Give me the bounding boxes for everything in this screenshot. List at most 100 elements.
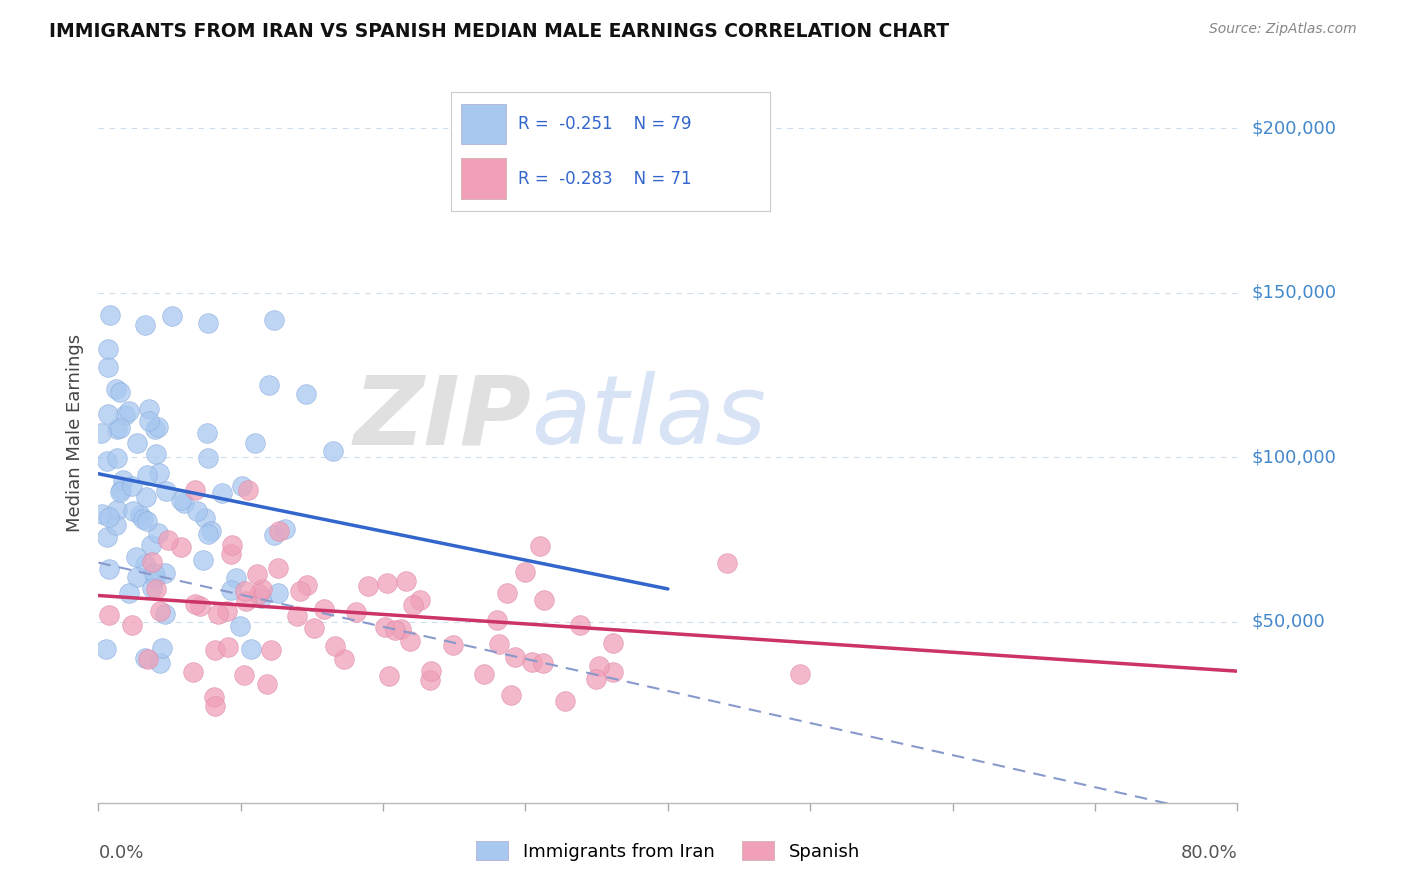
Point xyxy=(136,651,159,665)
Point xyxy=(184,597,207,611)
Point xyxy=(111,473,134,487)
Point xyxy=(118,585,141,599)
Point xyxy=(197,316,219,330)
Point xyxy=(195,425,218,440)
Point xyxy=(325,639,347,653)
Point xyxy=(225,571,247,585)
Point xyxy=(138,414,160,428)
Point xyxy=(267,586,290,600)
Point xyxy=(219,582,242,597)
Point xyxy=(378,669,401,683)
Point xyxy=(239,642,262,657)
Point xyxy=(402,599,425,613)
Point xyxy=(121,479,143,493)
Text: atlas: atlas xyxy=(531,371,766,465)
Point xyxy=(488,637,510,651)
Point xyxy=(588,659,610,673)
Point xyxy=(219,547,242,561)
Point xyxy=(105,451,128,466)
Point xyxy=(134,318,156,332)
Text: ZIP: ZIP xyxy=(353,371,531,465)
Point xyxy=(104,518,127,533)
Point xyxy=(263,312,285,326)
Point xyxy=(156,533,179,547)
Point xyxy=(143,422,166,436)
Point xyxy=(554,694,576,708)
Point xyxy=(260,643,283,657)
Point xyxy=(533,592,555,607)
Point xyxy=(98,309,121,323)
Point xyxy=(132,512,155,526)
Point xyxy=(136,514,159,528)
Point xyxy=(118,404,141,418)
Point xyxy=(217,640,239,654)
Legend: Immigrants from Iran, Spanish: Immigrants from Iran, Spanish xyxy=(468,834,868,868)
Point xyxy=(344,606,367,620)
Text: Source: ZipAtlas.com: Source: ZipAtlas.com xyxy=(1209,22,1357,37)
Point xyxy=(441,639,464,653)
Point xyxy=(789,667,811,681)
Point xyxy=(211,486,233,500)
Point xyxy=(114,408,136,422)
Point xyxy=(389,622,412,636)
Point xyxy=(186,504,208,518)
Point xyxy=(419,673,441,688)
Point xyxy=(105,382,128,396)
Point xyxy=(141,555,163,569)
Point xyxy=(495,586,517,600)
Point xyxy=(221,538,243,552)
Point xyxy=(96,453,118,467)
Point xyxy=(246,566,269,581)
Text: $150,000: $150,000 xyxy=(1251,284,1336,301)
Point xyxy=(96,530,118,544)
Point xyxy=(602,636,624,650)
Point xyxy=(170,492,193,507)
Point xyxy=(96,342,118,356)
Point xyxy=(122,503,145,517)
Point xyxy=(127,570,149,584)
Point xyxy=(375,575,398,590)
Point xyxy=(91,507,114,521)
Point xyxy=(110,483,132,498)
Point xyxy=(529,539,551,553)
Point xyxy=(134,650,156,665)
Point xyxy=(602,665,624,680)
Point xyxy=(295,577,318,591)
Point xyxy=(243,436,266,450)
Point xyxy=(141,582,163,596)
Point xyxy=(181,665,204,679)
Point xyxy=(247,587,270,601)
Point xyxy=(145,582,167,596)
Point xyxy=(569,618,592,632)
Point xyxy=(188,599,211,613)
Y-axis label: Median Male Earnings: Median Male Earnings xyxy=(66,334,84,532)
Point xyxy=(108,484,131,499)
Text: $100,000: $100,000 xyxy=(1251,449,1336,467)
Text: 80.0%: 80.0% xyxy=(1181,844,1237,862)
Point xyxy=(90,425,112,440)
Point xyxy=(585,672,607,686)
Point xyxy=(197,527,219,541)
Point xyxy=(395,574,418,589)
Point xyxy=(499,688,522,702)
Point xyxy=(135,468,157,483)
Point xyxy=(127,436,149,450)
Point xyxy=(486,614,509,628)
Point xyxy=(294,387,316,401)
Point xyxy=(153,566,176,580)
Point xyxy=(357,579,380,593)
Point xyxy=(231,479,253,493)
Point xyxy=(302,621,325,635)
Point xyxy=(146,419,169,434)
Point xyxy=(148,466,170,480)
Point xyxy=(173,496,195,510)
Point xyxy=(285,609,308,624)
Point xyxy=(269,524,291,539)
Point xyxy=(194,511,217,525)
Point xyxy=(148,657,170,671)
Point xyxy=(716,556,738,570)
Point xyxy=(409,592,432,607)
Point xyxy=(472,667,495,681)
Point xyxy=(505,650,527,665)
Point xyxy=(233,583,256,598)
